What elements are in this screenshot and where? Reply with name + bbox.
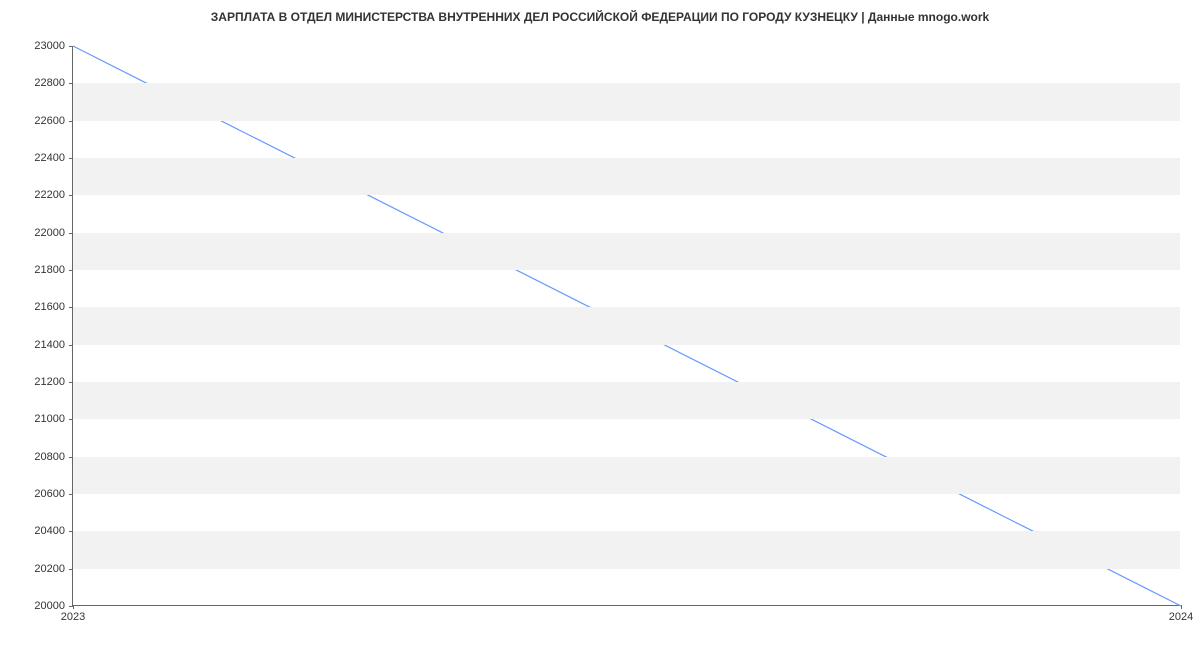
- y-axis-tick-mark: [69, 345, 73, 346]
- grid-band: [73, 233, 1180, 270]
- y-axis-tick-mark: [69, 457, 73, 458]
- y-axis-tick-label: 20200: [34, 563, 73, 575]
- y-axis-tick-label: 22200: [34, 189, 73, 201]
- y-axis-tick-mark: [69, 531, 73, 532]
- grid-band: [73, 345, 1180, 382]
- grid-band: [73, 569, 1180, 606]
- chart-container: ЗАРПЛАТА В ОТДЕЛ МИНИСТЕРСТВА ВНУТРЕННИХ…: [0, 0, 1200, 650]
- grid-band: [73, 457, 1180, 494]
- y-axis-tick-mark: [69, 270, 73, 271]
- chart-title: ЗАРПЛАТА В ОТДЕЛ МИНИСТЕРСТВА ВНУТРЕННИХ…: [0, 0, 1200, 24]
- grid-band: [73, 382, 1180, 419]
- grid-band: [73, 307, 1180, 344]
- y-axis-tick-label: 22600: [34, 115, 73, 127]
- grid-band: [73, 83, 1180, 120]
- y-axis-tick-mark: [69, 233, 73, 234]
- y-axis-tick-mark: [69, 307, 73, 308]
- y-axis-tick-mark: [69, 83, 73, 84]
- y-axis-tick-label: 22400: [34, 152, 73, 164]
- y-axis-tick-label: 22800: [34, 77, 73, 89]
- y-axis-tick-mark: [69, 494, 73, 495]
- y-axis-tick-label: 20400: [34, 525, 73, 537]
- y-axis-tick-mark: [69, 382, 73, 383]
- grid-band: [73, 121, 1180, 158]
- y-axis-tick-label: 21400: [34, 339, 73, 351]
- y-axis-tick-label: 20600: [34, 488, 73, 500]
- y-axis-tick-label: 21600: [34, 301, 73, 313]
- grid-band: [73, 195, 1180, 232]
- y-axis-tick-label: 23000: [34, 40, 73, 52]
- grid-band: [73, 270, 1180, 307]
- y-axis-tick-mark: [69, 569, 73, 570]
- grid-band: [73, 419, 1180, 456]
- y-axis-tick-label: 20800: [34, 451, 73, 463]
- y-axis-tick-mark: [69, 419, 73, 420]
- y-axis-tick-mark: [69, 158, 73, 159]
- x-axis-tick-mark: [73, 605, 74, 609]
- x-axis-tick-mark: [1181, 605, 1182, 609]
- grid-band: [73, 46, 1180, 83]
- grid-band: [73, 531, 1180, 568]
- y-axis-tick-label: 21000: [34, 413, 73, 425]
- plot-area: 2000020200204002060020800210002120021400…: [72, 46, 1180, 606]
- y-axis-tick-label: 21200: [34, 376, 73, 388]
- grid-band: [73, 494, 1180, 531]
- y-axis-tick-label: 22000: [34, 227, 73, 239]
- y-axis-tick-mark: [69, 46, 73, 47]
- grid-band: [73, 158, 1180, 195]
- y-axis-tick-label: 21800: [34, 264, 73, 276]
- y-axis-tick-mark: [69, 121, 73, 122]
- y-axis-tick-mark: [69, 195, 73, 196]
